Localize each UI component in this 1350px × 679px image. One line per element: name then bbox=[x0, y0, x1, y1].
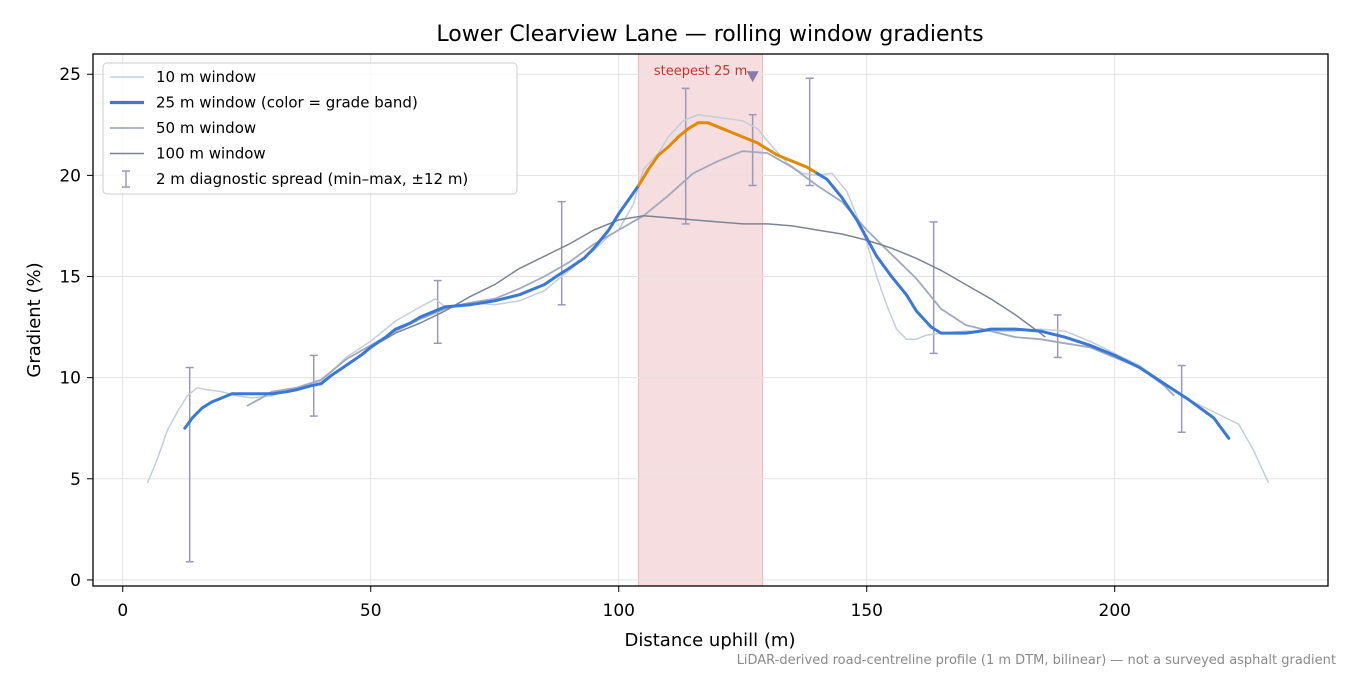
steepest-highlight-band bbox=[638, 53, 764, 587]
y-tick-label: 5 bbox=[70, 470, 81, 490]
legend-item-100m: 100 m window bbox=[110, 145, 266, 163]
series-25m-window-segment bbox=[183, 184, 641, 430]
series-lines bbox=[146, 113, 1270, 484]
legend-item-25m: 25 m window (color = grade band) bbox=[110, 94, 418, 112]
legend: 10 m window 25 m window (color = grade ba… bbox=[102, 62, 518, 195]
x-tick-label: 200 bbox=[1099, 601, 1131, 621]
legend-label: 50 m window bbox=[156, 119, 256, 137]
steepest-marker bbox=[746, 71, 759, 83]
steepest-label: steepest 25 m bbox=[654, 64, 747, 79]
plot-area: steepest 25 m 0 50 100 150 200 0 5 10 15 20 25 bbox=[59, 53, 1329, 621]
series-25m-window-segment bbox=[815, 171, 1231, 440]
x-tick-label: 50 bbox=[360, 601, 382, 621]
error-bar bbox=[1177, 364, 1186, 434]
chart-title: Lower Clearview Lane — rolling window gr… bbox=[436, 22, 983, 47]
y-tick-label: 10 bbox=[59, 369, 81, 389]
legend-label: 2 m diagnostic spread (min–max, ±12 m) bbox=[156, 170, 468, 188]
y-tick-label: 15 bbox=[59, 268, 81, 288]
y-tick-label: 0 bbox=[70, 571, 81, 591]
series-25m-window-steep-segment bbox=[637, 121, 819, 187]
y-axis-label: Gradient (%) bbox=[24, 262, 45, 377]
error-bar bbox=[185, 366, 194, 563]
x-tick-label: 100 bbox=[603, 601, 635, 621]
legend-item-10m: 10 m window bbox=[110, 68, 256, 86]
x-tick-label: 0 bbox=[117, 601, 128, 621]
x-tick-label: 150 bbox=[851, 601, 883, 621]
plot-frame bbox=[92, 53, 1329, 587]
series-100m-window bbox=[370, 215, 1046, 348]
legend-label: 25 m window (color = grade band) bbox=[156, 94, 418, 112]
legend-label: 10 m window bbox=[156, 68, 256, 86]
y-tick-label: 20 bbox=[59, 166, 81, 186]
legend-box bbox=[102, 62, 518, 195]
error-bar bbox=[929, 221, 938, 355]
x-axis-label: Distance uphill (m) bbox=[625, 630, 796, 651]
legend-item-error-bars: 2 m diagnostic spread (min–max, ±12 m) bbox=[122, 170, 468, 188]
y-tick-label: 25 bbox=[59, 65, 81, 85]
legend-item-50m: 50 m window bbox=[110, 119, 256, 137]
legend-label: 100 m window bbox=[156, 145, 266, 163]
error-bar bbox=[557, 200, 566, 306]
footnote: LiDAR-derived road-centreline profile (1… bbox=[737, 653, 1336, 668]
error-bar bbox=[681, 87, 690, 225]
